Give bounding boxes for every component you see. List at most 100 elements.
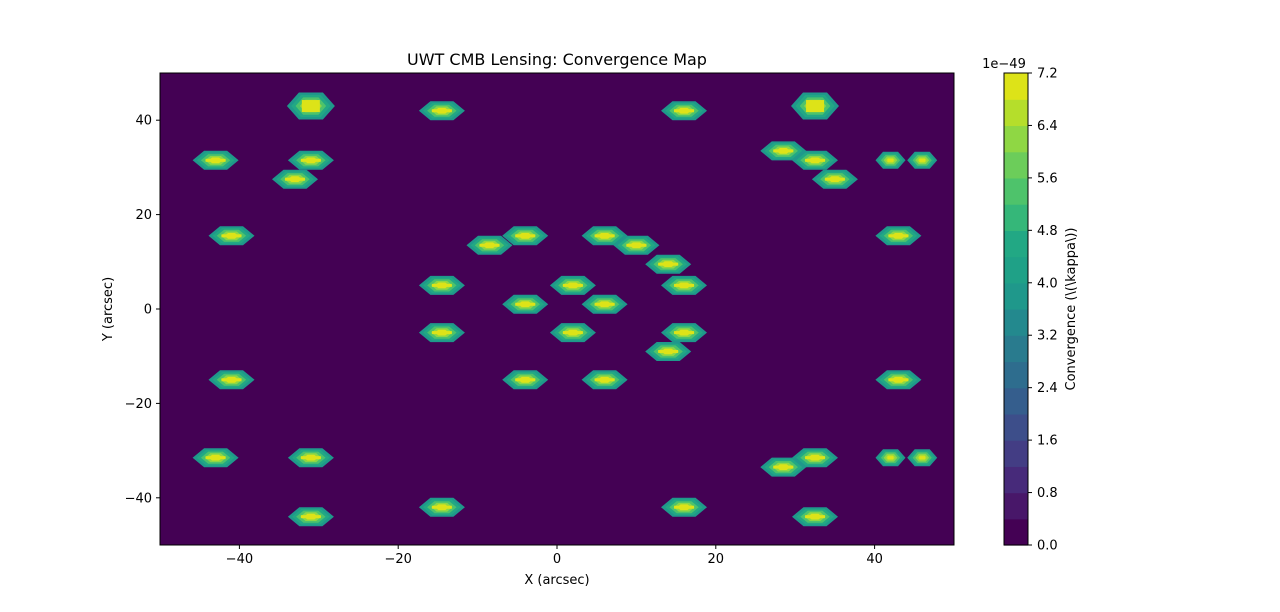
- peak-core: [300, 158, 321, 162]
- convergence-peak: [875, 151, 906, 169]
- peak-core: [431, 283, 452, 287]
- peak-core: [515, 302, 536, 306]
- x-tick-label: −40: [226, 552, 253, 567]
- colorbar-tick-label: 7.2: [1037, 67, 1058, 82]
- colorbar-band: [1004, 466, 1028, 494]
- colorbar-tick-label: 6.4: [1037, 119, 1058, 134]
- colorbar-frame: [1003, 72, 1029, 546]
- x-tick-label: 40: [866, 552, 883, 567]
- peak-core: [805, 515, 826, 519]
- peak-core: [479, 243, 500, 247]
- convergence-peak: [645, 342, 692, 361]
- peak-core: [431, 505, 452, 509]
- colorbar-band: [1004, 413, 1028, 441]
- convergence-peak: [418, 101, 465, 121]
- convergence-peak: [581, 294, 628, 314]
- peak-core: [594, 378, 615, 382]
- peak-core: [205, 158, 226, 162]
- x-axis-label: X (arcsec): [524, 573, 589, 588]
- colorbar-tick-label: 1.6: [1037, 434, 1058, 449]
- heatmap-background: [160, 73, 954, 545]
- convergence-peak: [811, 169, 858, 189]
- peak-core: [674, 505, 695, 509]
- peak-core: [674, 109, 695, 113]
- peak-core: [594, 302, 615, 306]
- y-axis: −40 −20 0 20 40: [125, 114, 160, 506]
- peak-core: [806, 100, 825, 113]
- convergence-peak: [661, 497, 707, 517]
- peak-core: [824, 177, 845, 181]
- y-tick-label: −20: [125, 397, 152, 412]
- colorbar-tick-label: 4.8: [1037, 224, 1058, 239]
- convergence-peak: [792, 448, 838, 468]
- peak-core: [773, 149, 794, 153]
- colorbar-band: [1004, 151, 1028, 179]
- peak-core: [431, 331, 452, 335]
- convergence-peak: [661, 275, 707, 295]
- colorbar-band: [1004, 256, 1028, 284]
- colorbar-tick-label: 0.8: [1037, 486, 1058, 501]
- convergence-peak: [418, 275, 465, 295]
- colorbar-band: [1004, 125, 1028, 153]
- peak-core: [805, 456, 826, 460]
- peak-core: [300, 515, 321, 519]
- colorbar-ticks: 0.0 0.8 1.6 2.4 3.2 4.0 4.8 5.6 6.4 7.2: [1028, 67, 1058, 554]
- convergence-peak: [760, 141, 807, 161]
- convergence-peak: [549, 323, 596, 343]
- peak-core: [301, 100, 320, 113]
- peak-core: [887, 456, 894, 460]
- peak-core: [284, 177, 305, 181]
- convergence-peak: [875, 370, 922, 390]
- convergence-peak: [192, 150, 239, 170]
- peak-core: [205, 456, 226, 460]
- x-axis: −40 −20 0 20 40: [226, 545, 883, 567]
- convergence-peak: [907, 449, 938, 467]
- convergence-peak: [875, 226, 922, 246]
- colorbar-tick-label: 2.4: [1037, 381, 1058, 396]
- colorbar-tick-label: 5.6: [1037, 171, 1058, 186]
- convergence-peak: [581, 226, 628, 246]
- colorbar-band: [1004, 99, 1028, 127]
- colorbar-tick-label: 3.2: [1037, 329, 1058, 344]
- convergence-peak: [792, 150, 838, 170]
- peak-core: [674, 283, 695, 287]
- convergence-peak: [466, 235, 513, 255]
- y-tick-label: 40: [135, 114, 152, 129]
- colorbar-band: [1004, 387, 1028, 415]
- convergence-peak: [192, 448, 239, 468]
- peak-core: [221, 378, 242, 382]
- x-tick-label: 20: [708, 552, 725, 567]
- colorbar-band: [1004, 335, 1028, 363]
- convergence-peak: [208, 226, 255, 246]
- peak-core: [626, 243, 647, 247]
- peak-core: [888, 234, 909, 238]
- convergence-peak: [907, 151, 938, 169]
- peak-core: [300, 456, 321, 460]
- convergence-peak: [502, 226, 549, 246]
- peak-core: [658, 349, 679, 353]
- colorbar-multiplier: 1e−49: [982, 57, 1026, 72]
- peak-core: [562, 283, 583, 287]
- peak-core: [562, 331, 583, 335]
- peak-core: [515, 378, 536, 382]
- convergence-peak: [549, 275, 596, 295]
- x-tick-label: −20: [384, 552, 411, 567]
- convergence-peak: [613, 235, 660, 255]
- colorbar-bands: [1004, 73, 1028, 546]
- peak-core: [594, 234, 615, 238]
- y-tick-label: 20: [135, 208, 152, 223]
- x-tick-label: 0: [553, 552, 561, 567]
- peak-core: [221, 234, 242, 238]
- colorbar-band: [1004, 177, 1028, 205]
- convergence-peak: [645, 254, 692, 274]
- peak-core: [773, 465, 794, 469]
- peak-core: [431, 109, 452, 113]
- convergence-peak: [286, 92, 335, 120]
- convergence-peak: [661, 323, 707, 343]
- peak-core: [805, 158, 826, 162]
- peak-core: [887, 158, 894, 162]
- convergence-peak: [287, 150, 334, 170]
- convergence-peak: [581, 370, 628, 390]
- peak-core: [888, 378, 909, 382]
